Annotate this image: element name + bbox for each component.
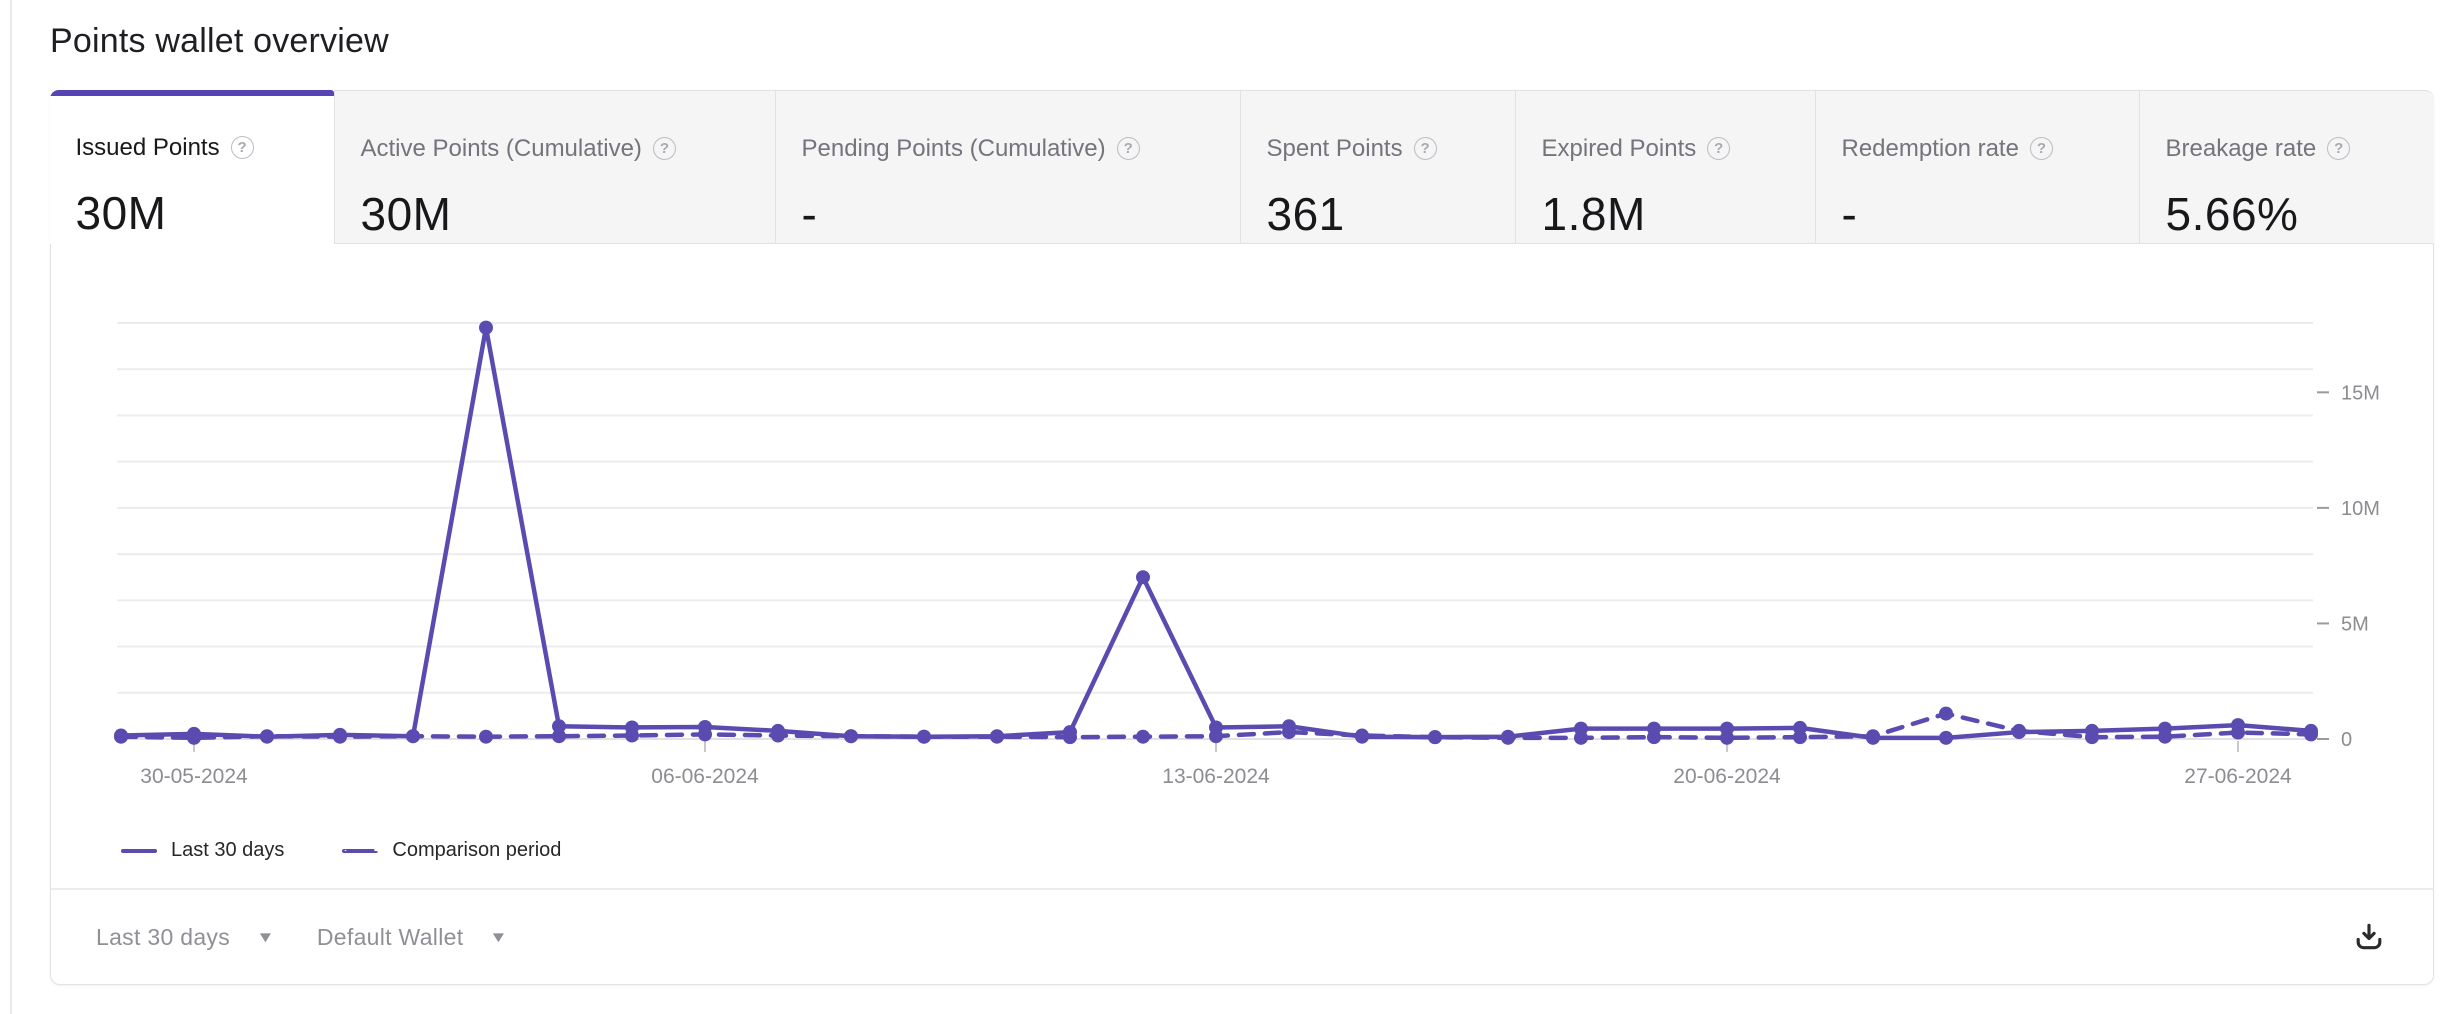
metric-value: 30M bbox=[75, 186, 167, 239]
data-point[interactable] bbox=[1355, 729, 1369, 744]
metric-value: 30M bbox=[360, 187, 452, 240]
data-point[interactable] bbox=[2231, 718, 2245, 733]
help-icon[interactable]: ? bbox=[2327, 137, 2351, 160]
metric-value: 1.8M bbox=[1541, 187, 1646, 240]
chart-footer: Last 30 days ▼ Default Wallet ▼ bbox=[51, 890, 2433, 985]
chevron-down-icon: ▼ bbox=[489, 928, 509, 946]
data-point[interactable] bbox=[1720, 721, 1734, 736]
footer-divider bbox=[51, 888, 2433, 890]
data-point[interactable] bbox=[1136, 570, 1150, 585]
metric-tab-active-points-cumulative[interactable]: Active Points (Cumulative)? 30M bbox=[334, 89, 776, 244]
data-point[interactable] bbox=[479, 320, 493, 335]
data-point[interactable] bbox=[1939, 706, 1953, 721]
metric-tabs: Issued Points? 30M Active Points (Cumulati… bbox=[49, 89, 2437, 244]
date-range-select[interactable]: Last 30 days ▼ bbox=[96, 923, 275, 951]
y-axis-labels: 0 5M 10M 15M bbox=[2317, 382, 2380, 751]
data-point[interactable] bbox=[1282, 719, 1296, 734]
legend-item-last-30-days[interactable]: Last 30 days bbox=[121, 839, 284, 862]
x-tick-label: 06-06-2024 bbox=[651, 765, 759, 788]
data-point[interactable] bbox=[1428, 730, 1442, 745]
legend-label: Comparison period bbox=[392, 839, 562, 861]
chart-legend: Last 30 days Comparison period bbox=[121, 839, 561, 862]
grid-lines bbox=[117, 322, 2313, 694]
metric-value: 361 bbox=[1266, 187, 1345, 240]
metric-label: Breakage rate bbox=[2165, 134, 2317, 162]
y-tick-label: 5M bbox=[2341, 613, 2369, 635]
metric-label: Active Points (Cumulative) bbox=[360, 134, 642, 162]
data-point[interactable] bbox=[698, 719, 712, 734]
metric-tab-spent-points[interactable]: Spent Points? 361 bbox=[1240, 89, 1516, 244]
chevron-down-icon: ▼ bbox=[256, 928, 275, 946]
points-wallet-card: Issued Points? 30M Active Points (Cumulati… bbox=[49, 89, 2437, 985]
x-tick-label: 30-05-2024 bbox=[140, 765, 248, 788]
legend-label: Last 30 days bbox=[171, 839, 285, 861]
points-chart: 30-05-2024 06-06-2024 13-06-2024 20-06-2024… bbox=[114, 320, 2380, 788]
legend-item-comparison-period[interactable]: Comparison period bbox=[342, 839, 561, 862]
help-icon[interactable]: ? bbox=[652, 137, 676, 160]
metric-tab-pending-points-cumulative[interactable]: Pending Points (Cumulative)? - bbox=[775, 89, 1241, 244]
metric-tab-breakage-rate[interactable]: Breakage rate? 5.66% bbox=[2139, 89, 2434, 244]
metric-label: Spent Points bbox=[1266, 134, 1403, 162]
metric-tab-expired-points[interactable]: Expired Points? 1.8M bbox=[1515, 89, 1816, 244]
metric-tab-redemption-rate[interactable]: Redemption rate? - bbox=[1815, 89, 2140, 244]
data-point[interactable] bbox=[1501, 729, 1515, 744]
data-point[interactable] bbox=[625, 720, 639, 735]
data-point[interactable] bbox=[333, 727, 347, 742]
data-point[interactable] bbox=[1136, 729, 1150, 744]
metric-label: Issued Points bbox=[75, 133, 220, 161]
metric-label: Pending Points (Cumulative) bbox=[801, 134, 1106, 162]
help-icon[interactable]: ? bbox=[230, 136, 254, 159]
data-point[interactable] bbox=[1939, 730, 1953, 745]
series-last-30-days bbox=[114, 320, 2318, 745]
data-point[interactable] bbox=[771, 723, 785, 738]
help-icon[interactable]: ? bbox=[1707, 137, 1731, 160]
metric-value: 5.66% bbox=[2165, 187, 2299, 240]
y-tick-label: 10M bbox=[2341, 498, 2380, 520]
data-point[interactable] bbox=[1574, 721, 1588, 736]
metric-label: Redemption rate bbox=[1841, 134, 2019, 162]
page-title: Points wallet overview bbox=[50, 22, 389, 60]
data-point[interactable] bbox=[1209, 720, 1223, 735]
data-point[interactable] bbox=[2085, 723, 2099, 738]
page-left-divider bbox=[10, 0, 12, 1014]
x-tick-label: 13-06-2024 bbox=[1162, 765, 1270, 788]
help-icon[interactable]: ? bbox=[1116, 137, 1140, 160]
download-icon bbox=[2356, 923, 2382, 950]
data-point[interactable] bbox=[2304, 723, 2318, 738]
data-point[interactable] bbox=[1866, 730, 1880, 745]
data-point[interactable] bbox=[552, 729, 566, 744]
y-tick-label: 0 bbox=[2341, 729, 2352, 751]
x-axis-labels: 30-05-2024 06-06-2024 13-06-2024 20-06-2024… bbox=[140, 741, 2292, 788]
wallet-select[interactable]: Default Wallet ▼ bbox=[316, 923, 509, 951]
date-range-value: Last 30 days bbox=[96, 923, 231, 950]
data-point[interactable] bbox=[114, 728, 128, 743]
y-tick-label: 15M bbox=[2341, 382, 2380, 404]
x-tick-label: 27-06-2024 bbox=[2184, 765, 2292, 788]
download-button[interactable] bbox=[2345, 913, 2393, 961]
x-tick-label: 20-06-2024 bbox=[1673, 765, 1781, 788]
data-point[interactable] bbox=[1647, 721, 1661, 736]
data-point[interactable] bbox=[844, 729, 858, 744]
data-point[interactable] bbox=[187, 726, 201, 741]
data-point[interactable] bbox=[917, 729, 931, 744]
metric-label: Expired Points bbox=[1541, 134, 1697, 162]
data-point[interactable] bbox=[2012, 725, 2026, 740]
data-point[interactable] bbox=[2158, 721, 2172, 736]
metric-value: - bbox=[1841, 187, 1858, 240]
data-point[interactable] bbox=[479, 729, 493, 744]
data-point[interactable] bbox=[1063, 725, 1077, 740]
data-point[interactable] bbox=[552, 719, 566, 734]
data-point[interactable] bbox=[1793, 720, 1807, 735]
data-point[interactable] bbox=[990, 729, 1004, 744]
help-icon[interactable]: ? bbox=[2029, 137, 2053, 160]
data-point[interactable] bbox=[406, 729, 420, 744]
data-point[interactable] bbox=[260, 729, 274, 744]
wallet-value: Default Wallet bbox=[316, 923, 464, 950]
metric-value: - bbox=[801, 187, 818, 240]
solid-line-swatch bbox=[121, 848, 157, 853]
metric-tab-issued-points[interactable]: Issued Points? 30M bbox=[49, 89, 335, 244]
help-icon[interactable]: ? bbox=[1413, 137, 1437, 160]
dashed-line-swatch bbox=[342, 848, 379, 853]
